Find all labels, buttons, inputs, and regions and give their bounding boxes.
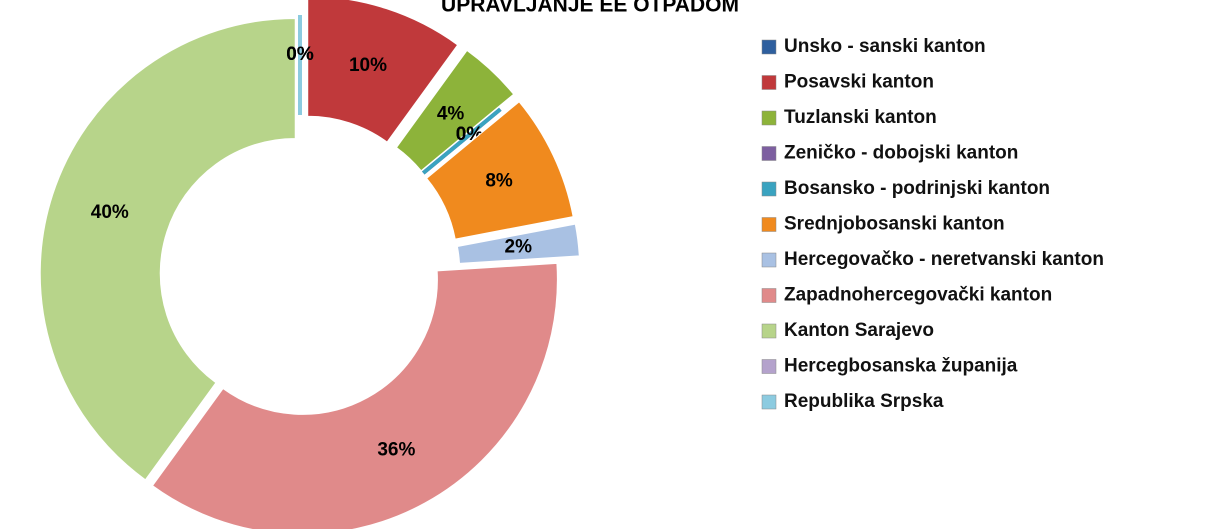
legend-label: Tuzlanski kanton — [784, 107, 937, 128]
chart-title: UPRAVLJANJE EE OTPADOM — [441, 0, 739, 17]
legend-label: Zapadnohercegovački kanton — [784, 285, 1052, 306]
legend-swatch — [761, 288, 777, 303]
legend-label: Hercegbosanska županija — [784, 356, 1018, 377]
data-label: 8% — [485, 170, 513, 191]
pie-slice — [422, 107, 502, 175]
legend-label: Posavski kanton — [784, 72, 934, 93]
legend-label: Srednjobosanski kanton — [784, 214, 1005, 235]
data-label: 4% — [437, 104, 465, 125]
legend-swatch — [761, 252, 777, 268]
legend-swatch — [761, 75, 777, 90]
legend-swatch — [761, 217, 777, 232]
legend-swatch — [761, 181, 777, 197]
data-label: 10% — [349, 55, 387, 76]
legend-swatch — [761, 39, 777, 55]
legend-label: Kanton Sarajevo — [784, 320, 934, 341]
data-label: 2% — [505, 236, 533, 257]
legend-swatch — [761, 146, 777, 161]
data-label: 0% — [286, 44, 314, 65]
pie-slice — [456, 223, 580, 264]
legend-swatch — [761, 359, 777, 374]
data-label: 40% — [91, 202, 129, 223]
legend-swatch — [761, 394, 777, 410]
legend-label: Republika Srpska — [784, 391, 944, 412]
legend-label: Bosansko - podrinjski kanton — [784, 178, 1050, 199]
pie-slice — [39, 17, 296, 481]
pie-slice — [395, 49, 515, 172]
legend-swatch — [761, 110, 777, 126]
legend-label: Zeničko - dobojski kanton — [784, 143, 1018, 164]
legend-label: Hercegovačko - neretvanski kanton — [784, 249, 1104, 270]
pie-slice — [151, 262, 558, 529]
data-label: 36% — [377, 439, 415, 460]
pie-slice — [425, 101, 574, 240]
legend-swatch — [761, 323, 777, 339]
pie-slice — [307, 0, 459, 143]
legend-label: Unsko - sanski kanton — [784, 36, 986, 57]
